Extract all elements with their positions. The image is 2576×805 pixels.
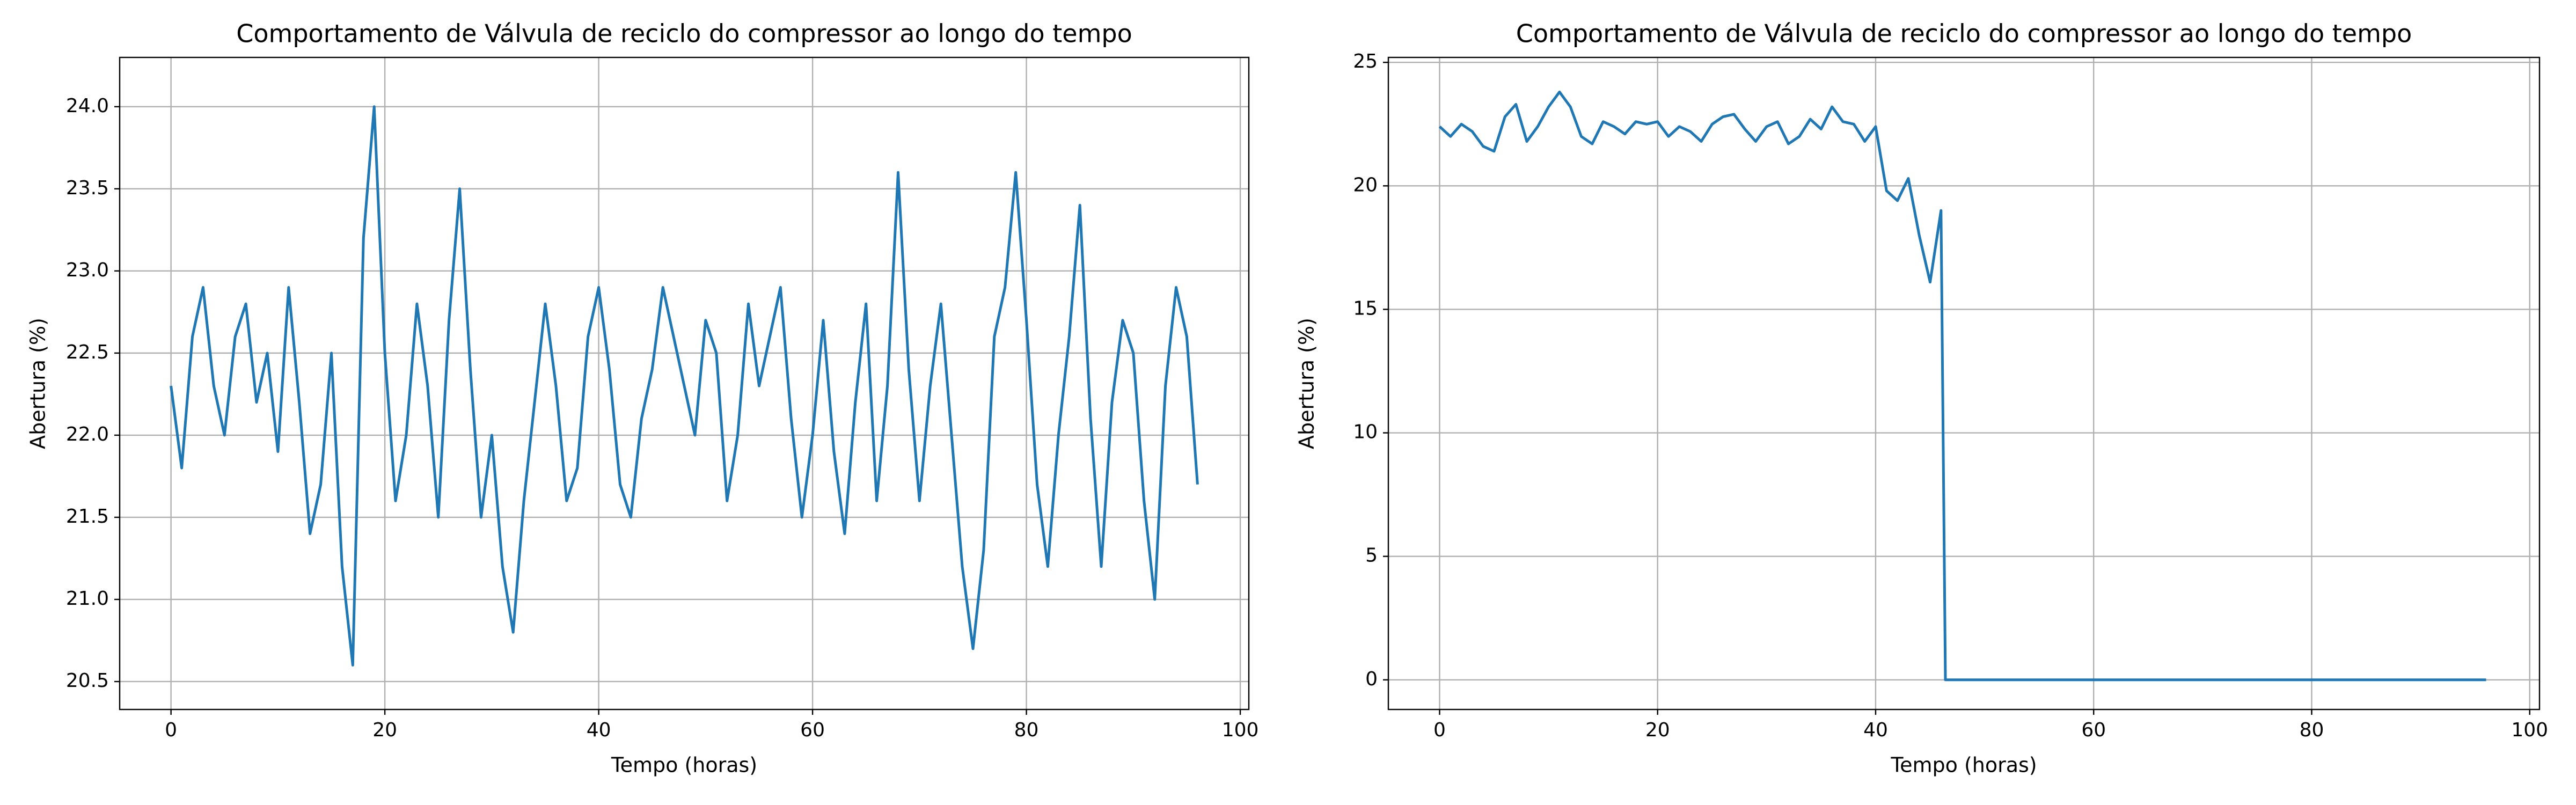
y-axis-label: Abertura (%): [26, 318, 50, 449]
x-tick-label: 40: [1863, 719, 1888, 741]
chart-title: Comportamento de Válvula de reciclo do c…: [236, 19, 1132, 48]
data-line: [1438, 90, 2486, 682]
y-tick-label: 22.0: [66, 423, 109, 445]
y-tick-label: 0: [1365, 668, 1378, 690]
data-line: [170, 105, 1199, 667]
y-tick-label: 21.0: [66, 588, 109, 610]
x-tick-label: 40: [587, 719, 611, 741]
x-axis-label: Tempo (horas): [1890, 753, 2037, 777]
y-tick-label: 10: [1353, 421, 1378, 443]
x-tick-label: 20: [1645, 719, 1670, 741]
axes-frame: [1387, 56, 2541, 711]
y-tick-label: 25: [1353, 50, 1378, 72]
y-tick-label: 20: [1353, 174, 1378, 196]
chart-title: Comportamento de Válvula de reciclo do c…: [1516, 19, 2412, 48]
y-tick-label: 23.0: [66, 259, 109, 281]
y-tick-label: 22.5: [66, 341, 109, 363]
x-tick-label: 80: [2300, 719, 2324, 741]
axes-frame: [119, 56, 1250, 711]
y-tick-label: 23.5: [66, 177, 109, 199]
x-tick-label: 0: [1433, 719, 1446, 741]
x-tick-label: 0: [165, 719, 177, 741]
y-tick-label: 15: [1353, 297, 1378, 319]
x-tick-label: 80: [1014, 719, 1039, 741]
x-tick-label: 100: [2511, 719, 2548, 741]
x-tick-label: 60: [800, 719, 825, 741]
y-axis-label: Abertura (%): [1295, 318, 1319, 449]
x-tick-label: 20: [372, 719, 397, 741]
y-tick-label: 24.0: [66, 95, 109, 117]
y-tick-label: 5: [1365, 545, 1378, 567]
x-axis-label: Tempo (horas): [611, 753, 757, 777]
y-tick-label: 20.5: [66, 670, 109, 692]
x-tick-label: 100: [1222, 719, 1259, 741]
y-tick-label: 21.5: [66, 506, 109, 528]
x-tick-label: 60: [2081, 719, 2106, 741]
